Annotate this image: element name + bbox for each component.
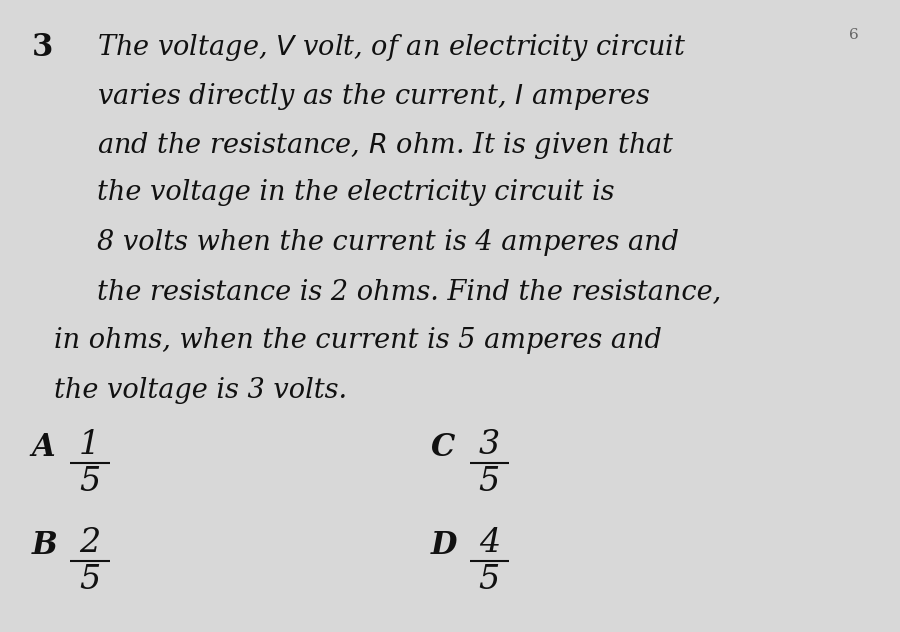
Text: 5: 5	[479, 466, 500, 498]
Text: C: C	[431, 432, 455, 463]
Text: and the resistance, $\mathit{R}$ ohm. It is given that: and the resistance, $\mathit{R}$ ohm. It…	[97, 130, 675, 161]
Text: 5: 5	[479, 564, 500, 596]
Text: varies directly as the current, $\mathit{I}$ amperes: varies directly as the current, $\mathit…	[97, 81, 651, 112]
Text: The voltage, $\mathit{V}$ volt, of an electricity circuit: The voltage, $\mathit{V}$ volt, of an el…	[97, 32, 687, 63]
Text: D: D	[431, 530, 457, 561]
Text: 6: 6	[849, 28, 859, 42]
Text: 1: 1	[79, 429, 101, 461]
Text: 4: 4	[479, 527, 500, 559]
Text: the voltage in the electricity circuit is: the voltage in the electricity circuit i…	[97, 179, 615, 207]
Text: in ohms, when the current is 5 amperes and: in ohms, when the current is 5 amperes a…	[54, 327, 662, 355]
Text: the voltage is 3 volts.: the voltage is 3 volts.	[54, 377, 347, 404]
Text: 5: 5	[79, 466, 101, 498]
Text: 3: 3	[479, 429, 500, 461]
Text: 2: 2	[79, 527, 101, 559]
Text: 3: 3	[32, 32, 53, 63]
Text: the resistance is 2 ohms. Find the resistance,: the resistance is 2 ohms. Find the resis…	[97, 278, 721, 305]
Text: B: B	[32, 530, 58, 561]
Text: 5: 5	[79, 564, 101, 596]
Text: A: A	[32, 432, 55, 463]
Text: 8 volts when the current is 4 amperes and: 8 volts when the current is 4 amperes an…	[97, 229, 679, 256]
